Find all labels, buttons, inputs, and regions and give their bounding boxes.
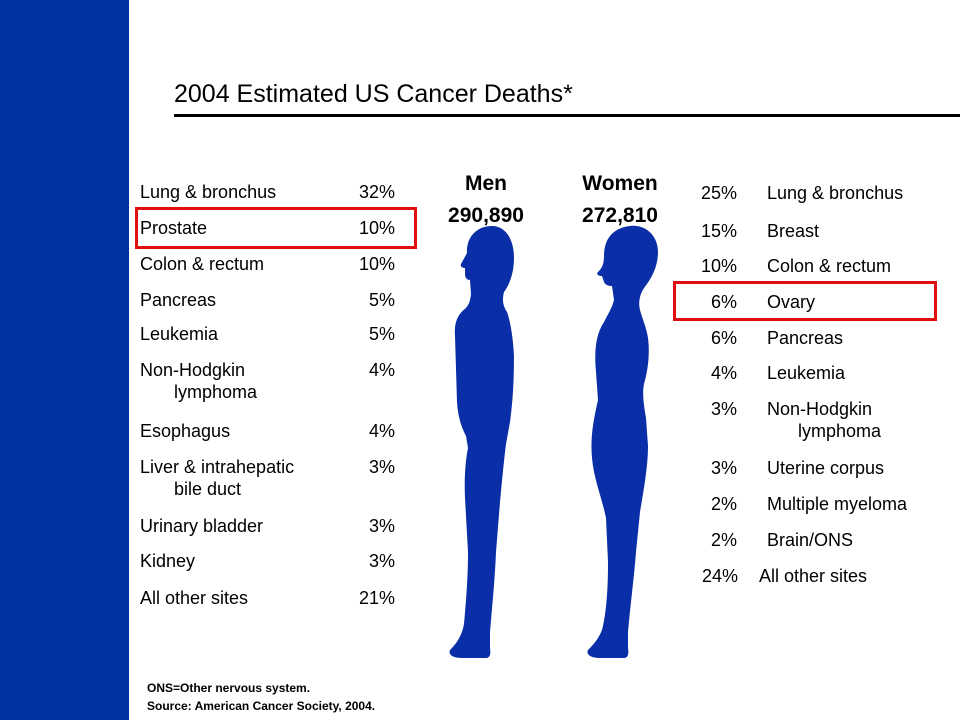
site-label: Uterine corpus [767, 458, 885, 478]
percent-value: 5% [368, 324, 395, 344]
percent-value: 32% [358, 182, 395, 202]
percent-value: 4% [368, 421, 395, 441]
percent-value: 10% [358, 218, 395, 238]
site-label-continued: lymphoma [174, 382, 258, 402]
site-label: Kidney [140, 551, 196, 571]
site-label: Esophagus [140, 421, 231, 441]
percent-value: 24% [701, 566, 738, 586]
page-title: 2004 Estimated US Cancer Deaths* [174, 80, 573, 108]
percent-value: 4% [368, 360, 395, 380]
men-label: Men [465, 172, 507, 195]
percent-value: 6% [710, 292, 737, 312]
site-label: Ovary [767, 292, 816, 312]
women-label: Women [582, 172, 658, 195]
site-label: Brain/ONS [767, 530, 854, 550]
site-label: Pancreas [767, 328, 844, 348]
site-label: Lung & bronchus [767, 183, 904, 203]
site-label: All other sites [140, 588, 249, 608]
female-silhouette-icon [587, 225, 658, 658]
women-highlight-box [673, 281, 937, 321]
site-label: Pancreas [140, 290, 217, 310]
men-highlight-box [135, 207, 417, 249]
site-label: Liver & intrahepatic [140, 457, 295, 477]
site-label-continued: bile duct [174, 479, 242, 499]
percent-value: 10% [700, 256, 737, 276]
site-label: Colon & rectum [767, 256, 892, 276]
women-header: Women 272,810 [550, 168, 690, 232]
site-label: Leukemia [140, 324, 219, 344]
site-label: Lung & bronchus [140, 182, 277, 202]
percent-value: 3% [368, 457, 395, 477]
site-label: Non-Hodgkin [140, 360, 246, 380]
percent-value: 2% [710, 494, 737, 514]
percent-value: 25% [700, 183, 737, 203]
male-silhouette-icon [449, 226, 514, 658]
percent-value: 3% [368, 551, 395, 571]
percent-value: 10% [358, 254, 395, 274]
site-label: Non-Hodgkin [767, 399, 873, 419]
women-total: 272,810 [582, 204, 658, 227]
site-label-continued: lymphoma [798, 421, 882, 441]
percent-value: 4% [710, 363, 737, 383]
footnote-ons: ONS=Other nervous system. [147, 681, 311, 695]
site-label: Urinary bladder [140, 516, 264, 536]
site-label: Colon & rectum [140, 254, 265, 274]
percent-value: 21% [358, 588, 395, 608]
site-label: Prostate [140, 218, 208, 238]
footnote-source: Source: American Cancer Society, 2004. [147, 699, 376, 713]
percent-value: 3% [710, 399, 737, 419]
men-total: 290,890 [448, 204, 524, 227]
men-header: Men 290,890 [416, 168, 556, 232]
percent-value: 15% [700, 221, 737, 241]
site-label: Leukemia [767, 363, 846, 383]
percent-value: 3% [710, 458, 737, 478]
percent-value: 2% [710, 530, 737, 550]
percent-value: 5% [368, 290, 395, 310]
site-label: All other sites [759, 566, 868, 586]
percent-value: 3% [368, 516, 395, 536]
site-label: Breast [767, 221, 820, 241]
percent-value: 6% [710, 328, 737, 348]
site-label: Multiple myeloma [767, 494, 908, 514]
title-underline [174, 114, 960, 117]
sidebar-band [0, 0, 129, 720]
